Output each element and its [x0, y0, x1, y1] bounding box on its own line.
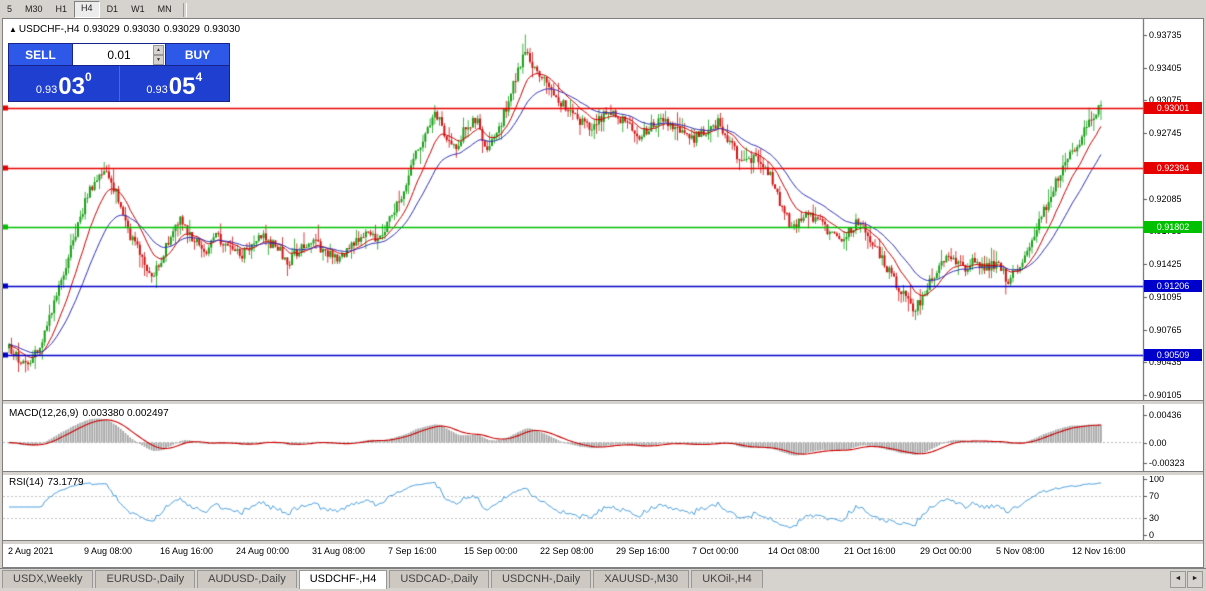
- price-tick: 0.92745: [1149, 128, 1182, 139]
- price-line-badge-091206: 0.91206: [1144, 279, 1202, 292]
- chart-tab-bar: USDX,Weekly EURUSD-,Daily AUDUSD-,Daily USD…: [0, 568, 1206, 590]
- time-axis-splitter: [3, 540, 1203, 545]
- time-axis-label: 16 Aug 16:00: [160, 546, 214, 556]
- rsi-tick: 30: [1149, 513, 1160, 524]
- tab-usdcad-daily[interactable]: USDCAD-,Daily: [389, 570, 489, 588]
- price-line-badge-093001: 0.93001: [1144, 101, 1202, 114]
- time-axis-label: 7 Oct 00:00: [692, 546, 739, 556]
- buy-price-prefix: 0.93: [146, 84, 168, 96]
- sell-price-big-digits: 03: [58, 73, 85, 100]
- price-tick: 0.90765: [1149, 324, 1182, 335]
- tf-button-mn[interactable]: MN: [157, 4, 172, 14]
- symbol-direction-icon: ▲: [9, 25, 17, 34]
- tab-xauusd-m30[interactable]: XAUUSD-,M30: [593, 570, 690, 588]
- tab-scroll-right-icon[interactable]: ►: [1187, 571, 1203, 588]
- price-tick: 0.91425: [1149, 259, 1182, 270]
- rsi-panel-splitter[interactable]: [3, 471, 1203, 476]
- price-tick: 0.90435: [1149, 357, 1182, 368]
- price-tick: 0.92085: [1149, 193, 1182, 204]
- macd-tick: 0.00: [1149, 437, 1167, 448]
- macd-label: MACD(12,26,9) 0.003380 0.002497: [9, 408, 169, 419]
- time-axis-label: 5 Nov 08:00: [996, 546, 1045, 556]
- close-value: 0.93030: [203, 24, 241, 35]
- timeframe-toolbar: 5 M30 H1 H4 D1 W1 MN: [0, 0, 1206, 19]
- tf-button-m30[interactable]: M30: [25, 4, 43, 14]
- macd-values: 0.003380 0.002497: [82, 408, 169, 419]
- time-axis-label: 29 Sep 16:00: [616, 546, 670, 556]
- low-value: 0.93029: [163, 24, 200, 35]
- tab-scroll-left-icon[interactable]: ◄: [1170, 571, 1186, 588]
- price-tick: 0.93405: [1149, 62, 1182, 73]
- sell-button[interactable]: SELL: [9, 44, 72, 65]
- price-tick: 0.93075: [1149, 95, 1182, 106]
- time-axis-label: 29 Oct 00:00: [920, 546, 972, 556]
- time-axis-label: 15 Sep 00:00: [464, 546, 518, 556]
- tf-button-d1[interactable]: D1: [106, 4, 119, 14]
- rsi-tick: 100: [1149, 474, 1165, 484]
- tab-ukoil-h4[interactable]: UKOil-,H4: [691, 570, 763, 588]
- toolbar-separator: [182, 2, 187, 17]
- tf-button-w1[interactable]: W1: [131, 4, 145, 14]
- tab-audusd-daily[interactable]: AUDUSD-,Daily: [197, 570, 297, 588]
- price-tick: 0.91095: [1149, 291, 1182, 302]
- tf-button-h4[interactable]: H4: [74, 1, 100, 18]
- one-click-trading-panel: SELL 0.01 ▲ ▼ BUY 0.93 03 0 0.93 05 4: [8, 43, 230, 102]
- time-axis-label: 7 Sep 16:00: [388, 546, 437, 556]
- tab-usdx-weekly[interactable]: USDX,Weekly: [2, 570, 94, 588]
- high-value: 0.93030: [123, 24, 160, 35]
- time-axis-label: 14 Oct 08:00: [768, 546, 820, 556]
- open-value: 0.93029: [83, 24, 120, 35]
- sell-price-display[interactable]: 0.93 03 0: [9, 66, 120, 101]
- sell-price-pipette: 0: [84, 70, 92, 84]
- time-axis-label: 22 Sep 08:00: [540, 546, 594, 556]
- rsi-tick: 0: [1149, 530, 1155, 540]
- price-tick: 0.90105: [1149, 390, 1182, 400]
- tab-usdchf-h4[interactable]: USDCHF-,H4: [298, 570, 388, 589]
- time-axis-label: 31 Aug 08:00: [312, 546, 366, 556]
- tab-eurusd-daily[interactable]: EURUSD-,Daily: [95, 570, 196, 588]
- time-axis-label: 12 Nov 16:00: [1072, 546, 1126, 556]
- rsi-tick: 70: [1149, 490, 1160, 501]
- buy-price-pipette: 4: [195, 70, 203, 84]
- lot-size-value: 0.01: [107, 47, 131, 62]
- time-axis-label: 9 Aug 08:00: [84, 546, 133, 556]
- tf-button-5[interactable]: 5: [7, 4, 13, 14]
- symbol-label: USDCHF-,H4: [18, 24, 80, 35]
- buy-price-display[interactable]: 0.93 05 4: [120, 66, 230, 101]
- ohlc-header: ▲ USDCHF-,H4 0.93029 0.93030 0.93029 0.93030: [9, 24, 244, 35]
- macd-panel-splitter[interactable]: [3, 400, 1203, 405]
- tab-scroll-controls: ◄ ►: [1169, 571, 1203, 588]
- time-axis-label: 24 Aug 00:00: [236, 546, 290, 556]
- price-line-badge-092394: 0.92394: [1144, 161, 1202, 174]
- price-tick: 0.93735: [1149, 30, 1182, 40]
- chart-window: ▲ USDCHF-,H4 0.93029 0.93030 0.93029 0.93030 …: [3, 19, 1203, 567]
- macd-tick: -0.00323: [1149, 458, 1185, 468]
- tf-button-h1[interactable]: H1: [55, 4, 68, 14]
- price-line-badge-090509: 0.90509: [1144, 348, 1202, 361]
- lot-increase-button[interactable]: ▲: [153, 45, 164, 55]
- rsi-label: RSI(14) 73.1779: [9, 477, 84, 488]
- lot-decrease-button[interactable]: ▼: [153, 55, 164, 65]
- lot-spinner: ▲ ▼: [153, 45, 164, 65]
- macd-tick: 0.00436: [1149, 410, 1182, 420]
- price-line-badge-091802: 0.91802: [1144, 220, 1202, 233]
- lot-size-input[interactable]: 0.01 ▲ ▼: [72, 44, 166, 65]
- rsi-value: 73.1779: [47, 477, 84, 488]
- buy-button[interactable]: BUY: [166, 44, 229, 65]
- buy-price-big-digits: 05: [168, 73, 196, 100]
- time-axis-label: 2 Aug 2021: [8, 546, 54, 556]
- time-axis-label: 21 Oct 16:00: [844, 546, 896, 556]
- tab-usdcnh-daily[interactable]: USDCNH-,Daily: [490, 570, 592, 588]
- sell-price-prefix: 0.93: [35, 84, 58, 96]
